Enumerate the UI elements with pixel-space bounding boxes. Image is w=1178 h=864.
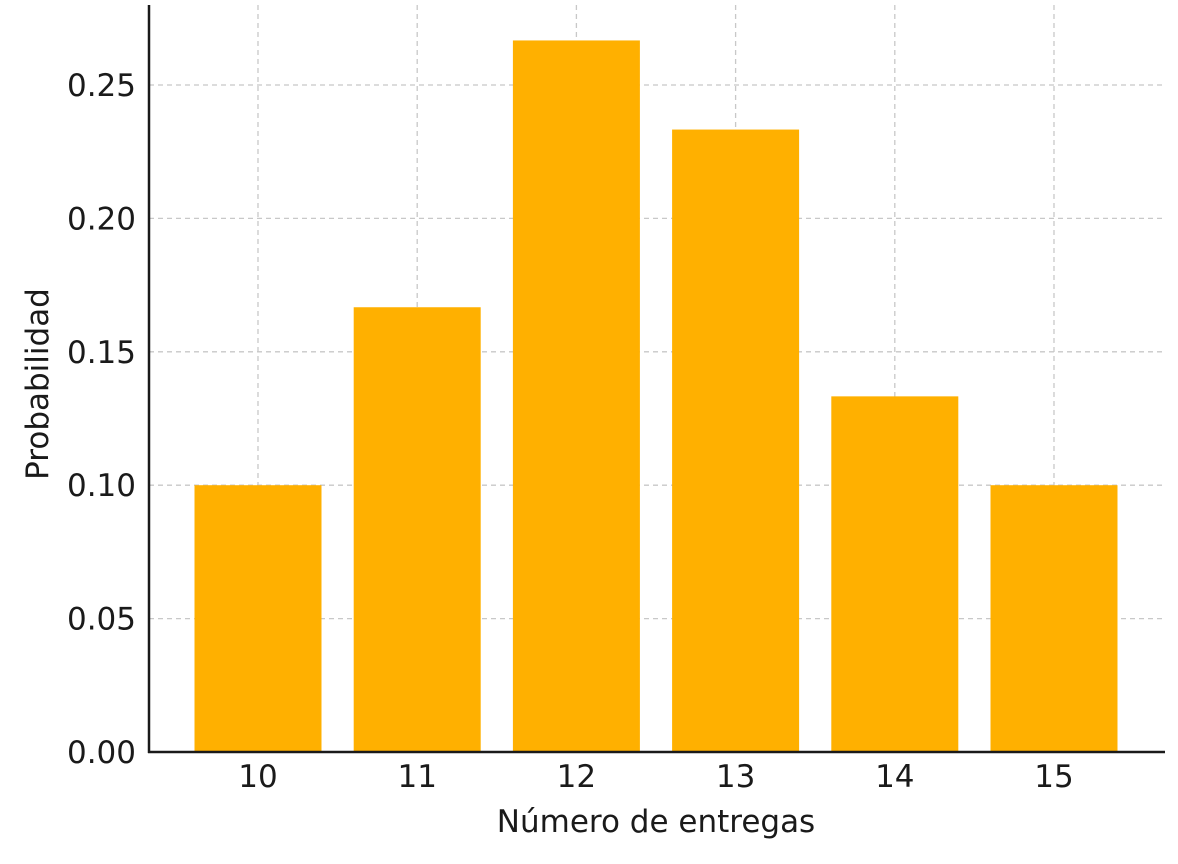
x-tick-label: 12: [557, 759, 596, 795]
bar-11: [353, 307, 481, 752]
y-tick-label: 0.20: [67, 201, 136, 237]
y-tick-label: 0.00: [67, 735, 136, 771]
x-tick-label: 11: [397, 759, 436, 795]
y-tick-label: 0.25: [67, 68, 136, 104]
x-tick-label: 13: [716, 759, 755, 795]
bar-12: [512, 40, 640, 753]
bar-15: [990, 485, 1118, 752]
x-tick-label: 15: [1034, 759, 1073, 795]
y-tick-label: 0.15: [67, 335, 136, 371]
y-tick-label: 0.10: [67, 468, 136, 504]
x-tick-label: 14: [875, 759, 914, 795]
bar-14: [831, 396, 959, 752]
x-axis-label: Número de entregas: [497, 804, 815, 840]
x-tick-label: 10: [238, 759, 277, 795]
axes: [147, 5, 1165, 754]
y-tick-label: 0.05: [67, 602, 136, 638]
bar-13: [672, 129, 800, 752]
tick-labels: 0.00 0.05 0.10 0.15 0.20 0.25 10 11 12 13 14 15: [67, 68, 1074, 795]
bar-10: [194, 485, 322, 752]
bars: [194, 40, 1118, 753]
y-axis-label: Probabilidad: [20, 288, 56, 480]
